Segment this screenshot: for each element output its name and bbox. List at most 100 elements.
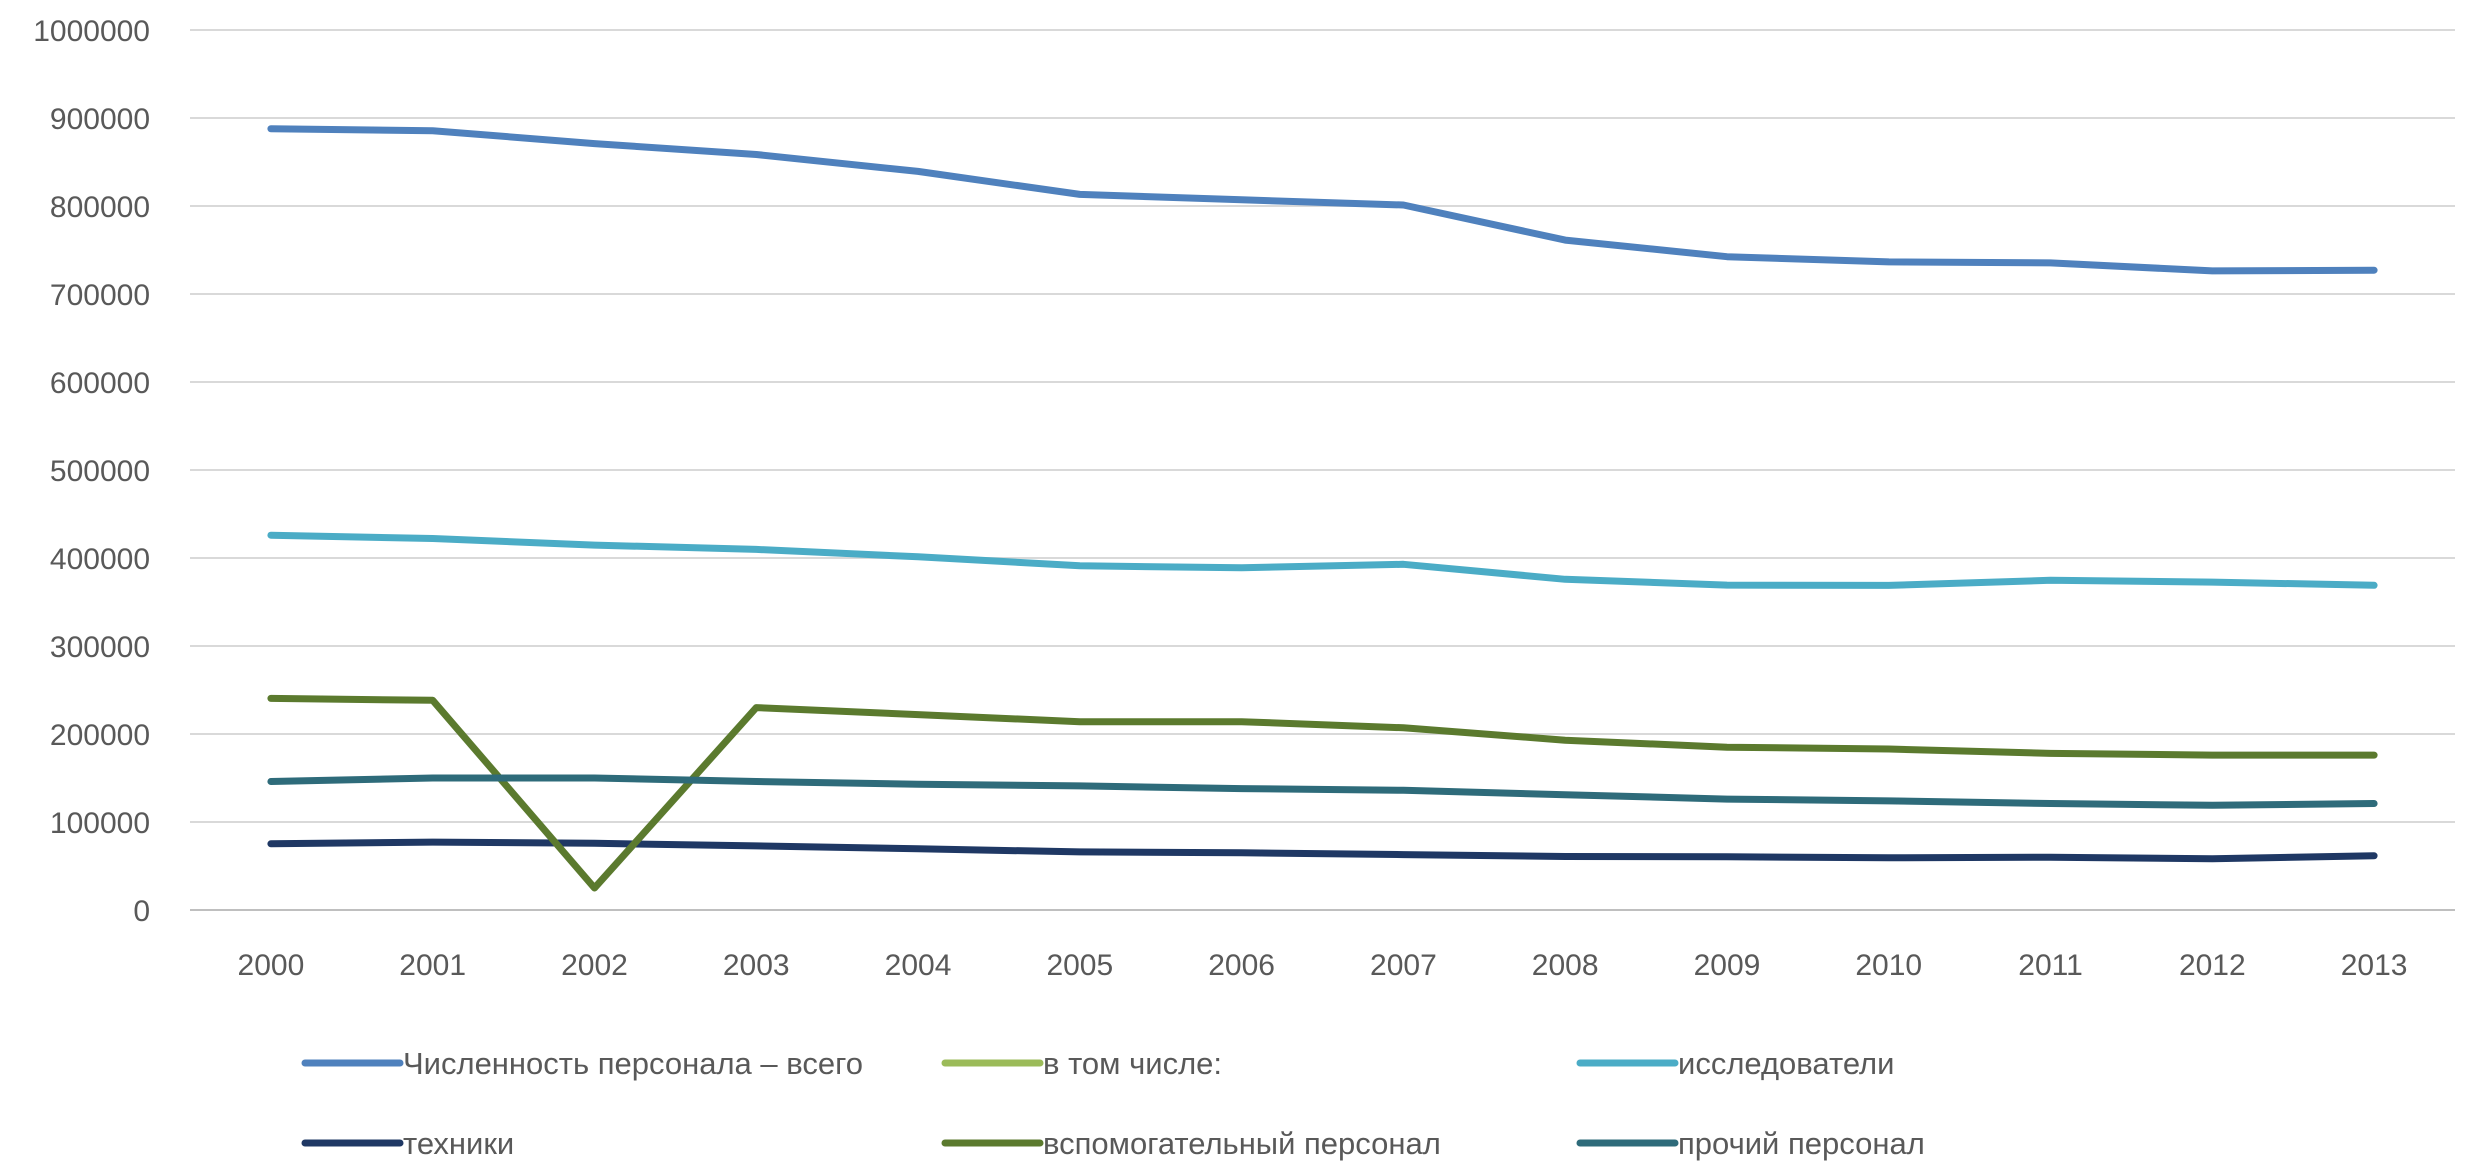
data-point bbox=[430, 775, 436, 781]
data-point bbox=[591, 885, 597, 891]
data-point bbox=[430, 535, 436, 541]
data-point bbox=[1562, 237, 1568, 243]
data-point bbox=[268, 841, 274, 847]
data-point bbox=[753, 152, 759, 158]
y-tick-label: 800000 bbox=[50, 191, 150, 224]
data-point bbox=[2048, 854, 2054, 860]
legend-item: исследователи bbox=[1576, 1046, 1894, 1081]
x-tick-label: 2002 bbox=[561, 949, 628, 982]
y-tick-label: 500000 bbox=[50, 455, 150, 488]
data-point bbox=[1077, 783, 1083, 789]
legend-label: техники bbox=[403, 1126, 514, 1161]
data-point bbox=[1077, 191, 1083, 197]
series-lines bbox=[267, 125, 2378, 892]
y-tick-label: 400000 bbox=[50, 543, 150, 576]
data-point bbox=[1239, 719, 1245, 725]
data-point bbox=[2048, 750, 2054, 756]
series-line-3 bbox=[267, 838, 2378, 863]
data-point bbox=[1239, 850, 1245, 856]
data-point bbox=[591, 542, 597, 548]
x-tick-label: 2000 bbox=[238, 949, 305, 982]
data-point bbox=[268, 779, 274, 785]
data-point bbox=[915, 712, 921, 718]
y-tick-label: 200000 bbox=[50, 719, 150, 752]
data-point bbox=[2209, 802, 2215, 808]
data-point bbox=[1400, 787, 1406, 793]
x-tick-label: 2013 bbox=[2341, 949, 2408, 982]
legend-item: вспомогательный персонал bbox=[941, 1126, 1441, 1161]
data-point bbox=[1886, 798, 1892, 804]
y-tick-label: 0 bbox=[133, 895, 150, 928]
data-point bbox=[1077, 719, 1083, 725]
x-tick-label: 2007 bbox=[1370, 949, 1437, 982]
data-point bbox=[591, 840, 597, 846]
x-tick-label: 2005 bbox=[1046, 949, 1113, 982]
data-point bbox=[1400, 852, 1406, 858]
x-tick-label: 2009 bbox=[1694, 949, 1761, 982]
data-point bbox=[1239, 786, 1245, 792]
data-point bbox=[915, 168, 921, 174]
data-point bbox=[2371, 267, 2377, 273]
x-tick-label: 2010 bbox=[1855, 949, 1922, 982]
data-point bbox=[1400, 561, 1406, 567]
axes: 0 100000 200000 300000 400000 500000 600000 700… bbox=[33, 15, 2407, 982]
data-point bbox=[1562, 853, 1568, 859]
y-tick-label: 1000000 bbox=[33, 15, 150, 48]
data-point bbox=[1724, 744, 1730, 750]
data-point bbox=[2048, 801, 2054, 807]
data-point bbox=[2209, 268, 2215, 274]
data-point bbox=[2209, 752, 2215, 758]
x-tick-label: 2006 bbox=[1208, 949, 1275, 982]
data-point bbox=[2371, 582, 2377, 588]
x-tick-label: 2003 bbox=[723, 949, 790, 982]
legend: Численность персонала – всего в том числе… bbox=[301, 1046, 1925, 1161]
series-line-5 bbox=[267, 774, 2378, 809]
data-point bbox=[915, 554, 921, 560]
legend-label: прочий персонал bbox=[1678, 1126, 1925, 1161]
y-tick-label: 300000 bbox=[50, 631, 150, 664]
data-point bbox=[591, 775, 597, 781]
data-point bbox=[1886, 259, 1892, 265]
data-point bbox=[753, 705, 759, 711]
data-point bbox=[1077, 563, 1083, 569]
x-tick-label: 2012 bbox=[2179, 949, 2246, 982]
data-point bbox=[1400, 725, 1406, 731]
series-line-4 bbox=[267, 694, 2378, 892]
data-point bbox=[2371, 853, 2377, 859]
y-tick-label: 900000 bbox=[50, 103, 150, 136]
data-point bbox=[2209, 579, 2215, 585]
legend-item: техники bbox=[301, 1126, 514, 1161]
legend-item: в том числе: bbox=[941, 1046, 1222, 1081]
x-tick-label: 2008 bbox=[1532, 949, 1599, 982]
data-point bbox=[2371, 801, 2377, 807]
data-point bbox=[1886, 582, 1892, 588]
data-point bbox=[268, 126, 274, 132]
legend-label: исследователи bbox=[1678, 1046, 1894, 1081]
x-tick-label: 2011 bbox=[2018, 949, 2083, 982]
y-tick-label: 100000 bbox=[50, 807, 150, 840]
data-point bbox=[430, 839, 436, 845]
data-point bbox=[1400, 202, 1406, 208]
data-point bbox=[1724, 254, 1730, 260]
data-point bbox=[915, 846, 921, 852]
data-point bbox=[1562, 576, 1568, 582]
data-point bbox=[2209, 856, 2215, 862]
series-line-0 bbox=[267, 125, 2378, 275]
data-point bbox=[1239, 565, 1245, 571]
data-point bbox=[1562, 737, 1568, 743]
data-point bbox=[430, 697, 436, 703]
data-point bbox=[753, 546, 759, 552]
legend-label: вспомогательный персонал bbox=[1043, 1126, 1441, 1161]
data-point bbox=[268, 532, 274, 538]
data-point bbox=[1562, 792, 1568, 798]
gridlines bbox=[190, 29, 2455, 911]
data-point bbox=[1077, 849, 1083, 855]
data-point bbox=[268, 695, 274, 701]
x-tick-label: 2001 bbox=[399, 949, 466, 982]
legend-label: Численность персонала – всего bbox=[403, 1046, 863, 1081]
data-point bbox=[2048, 260, 2054, 266]
data-point bbox=[2048, 577, 2054, 583]
y-tick-label: 700000 bbox=[50, 279, 150, 312]
